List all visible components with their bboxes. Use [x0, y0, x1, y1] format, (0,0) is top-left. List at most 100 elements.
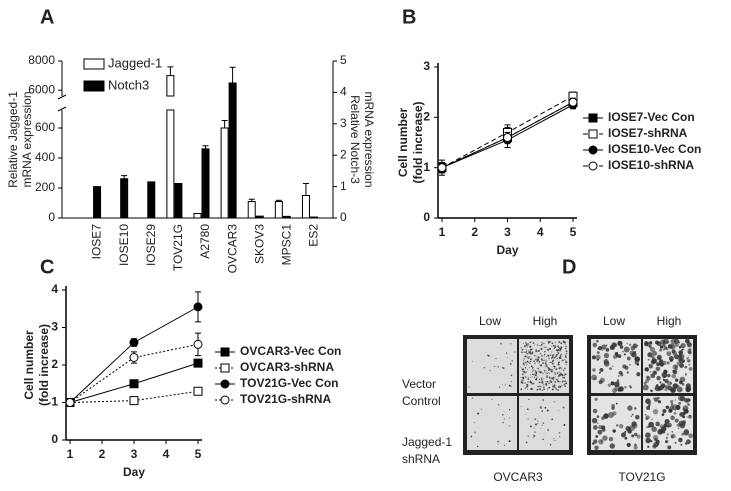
legend-swatch — [83, 80, 105, 92]
colony — [557, 352, 560, 354]
colony — [647, 445, 650, 448]
point — [193, 302, 203, 312]
colony — [596, 415, 600, 418]
x-tick-label: 1 — [439, 225, 446, 239]
colony — [594, 397, 598, 401]
y-axis-label: Relative Jagged-1 — [6, 91, 20, 188]
colony — [502, 367, 505, 369]
colony — [634, 356, 641, 362]
colony — [660, 339, 666, 345]
colony — [658, 400, 661, 403]
colony — [550, 381, 553, 383]
colony — [560, 367, 562, 369]
y-axis-label: Cell number — [396, 108, 410, 178]
colony — [529, 342, 531, 344]
colony — [522, 379, 524, 381]
colony — [617, 375, 620, 377]
colony — [680, 443, 683, 446]
bar — [193, 213, 202, 219]
colony — [624, 430, 627, 433]
colony — [527, 435, 530, 438]
bar — [166, 75, 175, 219]
bar — [201, 148, 210, 219]
point — [65, 398, 75, 407]
colony — [563, 375, 565, 377]
colony — [655, 421, 661, 427]
colony — [663, 375, 666, 379]
colony — [501, 413, 504, 416]
colony — [646, 405, 651, 411]
colony — [536, 376, 538, 378]
bar — [309, 216, 318, 219]
colony — [553, 354, 555, 356]
colony — [552, 386, 555, 388]
x-tick-label: IOSE7 — [90, 224, 104, 260]
colony — [662, 430, 666, 434]
colony — [536, 356, 538, 358]
colony — [545, 360, 547, 362]
colony — [520, 388, 523, 391]
colony — [655, 366, 661, 372]
x-tick-label: 5 — [195, 447, 202, 461]
colony — [524, 382, 526, 384]
colony — [521, 373, 524, 376]
colony — [528, 356, 530, 358]
colony — [534, 374, 537, 377]
colony — [682, 415, 686, 419]
colony — [592, 342, 598, 348]
colony — [559, 355, 562, 358]
y-tick-label: 2 — [423, 110, 430, 124]
legend-marker — [220, 363, 230, 373]
colony — [543, 388, 546, 391]
x-tick-label: TOV21G — [171, 224, 185, 271]
colony — [687, 403, 691, 406]
colony — [527, 361, 530, 364]
colony — [565, 364, 567, 366]
colony — [676, 361, 682, 366]
colony — [612, 388, 617, 393]
colony — [629, 363, 631, 366]
colony — [537, 350, 540, 352]
colony — [500, 342, 502, 345]
colony — [565, 345, 567, 348]
colony — [483, 366, 486, 369]
row-label: Control — [402, 394, 441, 408]
colony — [689, 414, 691, 417]
colony — [670, 435, 674, 439]
colony — [592, 439, 598, 444]
colony — [680, 441, 682, 443]
colony — [671, 373, 677, 379]
colony — [608, 436, 614, 442]
colony — [596, 358, 599, 361]
legend-marker — [588, 145, 598, 155]
colony — [647, 352, 653, 358]
colony — [523, 372, 525, 374]
colony — [668, 408, 673, 413]
colony — [667, 422, 672, 428]
colony — [527, 388, 529, 390]
colony — [667, 381, 672, 386]
colony — [539, 371, 542, 374]
colony — [558, 410, 560, 411]
colony — [554, 372, 556, 374]
y-tick-label: 3 — [51, 320, 58, 334]
colony — [528, 344, 530, 346]
point — [437, 163, 447, 173]
x-tick-label: 5 — [570, 225, 577, 239]
colony — [666, 351, 672, 357]
colony — [548, 386, 551, 389]
colony — [537, 367, 540, 370]
colony — [559, 349, 562, 352]
colony — [558, 367, 561, 370]
colony — [553, 379, 555, 381]
colony — [644, 341, 649, 347]
colony — [677, 354, 683, 359]
colony — [502, 384, 503, 386]
colony — [664, 418, 670, 425]
colony — [521, 370, 523, 372]
colony — [592, 408, 598, 414]
colony — [553, 437, 555, 440]
colony — [521, 348, 524, 351]
colony — [543, 432, 545, 434]
